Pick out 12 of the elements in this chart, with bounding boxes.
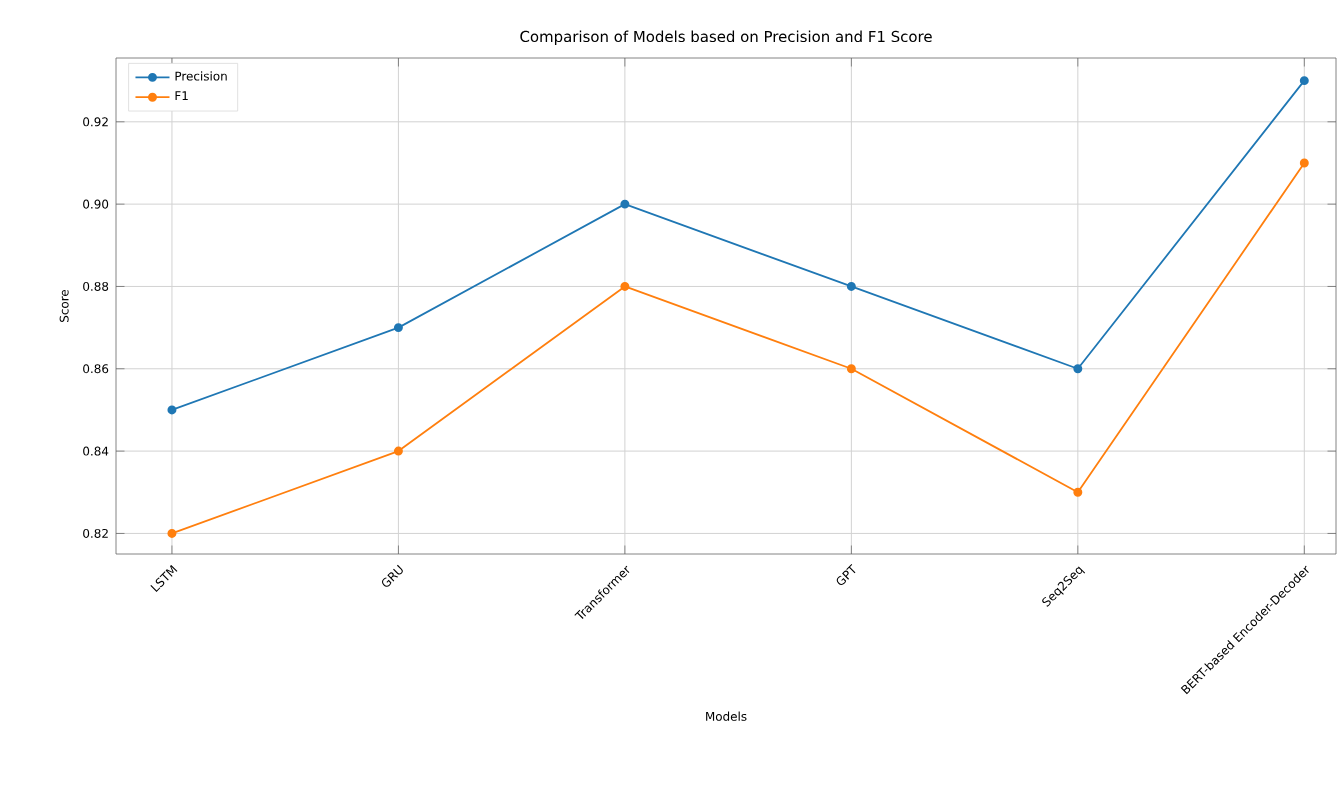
point xyxy=(1299,158,1309,168)
point xyxy=(1073,487,1083,497)
point xyxy=(620,199,630,209)
point xyxy=(167,405,177,415)
point xyxy=(846,364,856,374)
point xyxy=(1299,76,1309,86)
point xyxy=(393,323,403,333)
point xyxy=(846,281,856,291)
point xyxy=(167,528,177,538)
point xyxy=(393,446,403,456)
point xyxy=(620,281,630,291)
point xyxy=(1073,364,1083,374)
